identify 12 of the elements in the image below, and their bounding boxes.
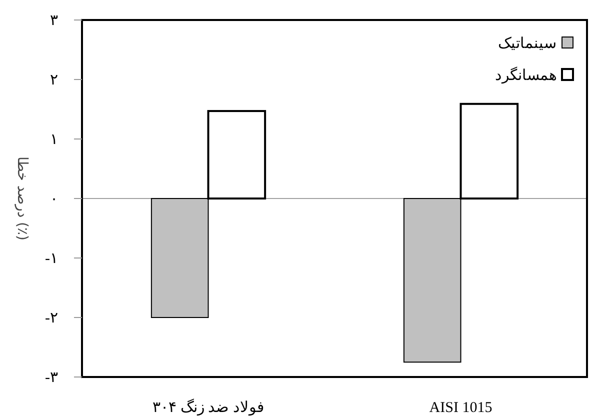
x-tick-label: AISI 1015 xyxy=(429,400,492,416)
x-tick-label: فولاد ضد زنگ ۳۰۴ xyxy=(152,398,264,416)
y-tick-label: ۳ xyxy=(50,13,58,29)
y-tick-label: ۰ xyxy=(50,192,58,208)
legend-label: همسانگرد xyxy=(495,66,557,84)
y-tick-label: -۳ xyxy=(45,370,58,386)
y-axis-title: درصد خطا (٪) xyxy=(14,156,30,240)
y-tick-label: ۲ xyxy=(50,72,58,88)
legend-label: سینماتیک xyxy=(498,36,557,52)
y-tick-label: -۲ xyxy=(45,310,58,326)
y-tick-label: -۱ xyxy=(45,251,58,267)
y-tick-label: ۱ xyxy=(50,132,58,148)
